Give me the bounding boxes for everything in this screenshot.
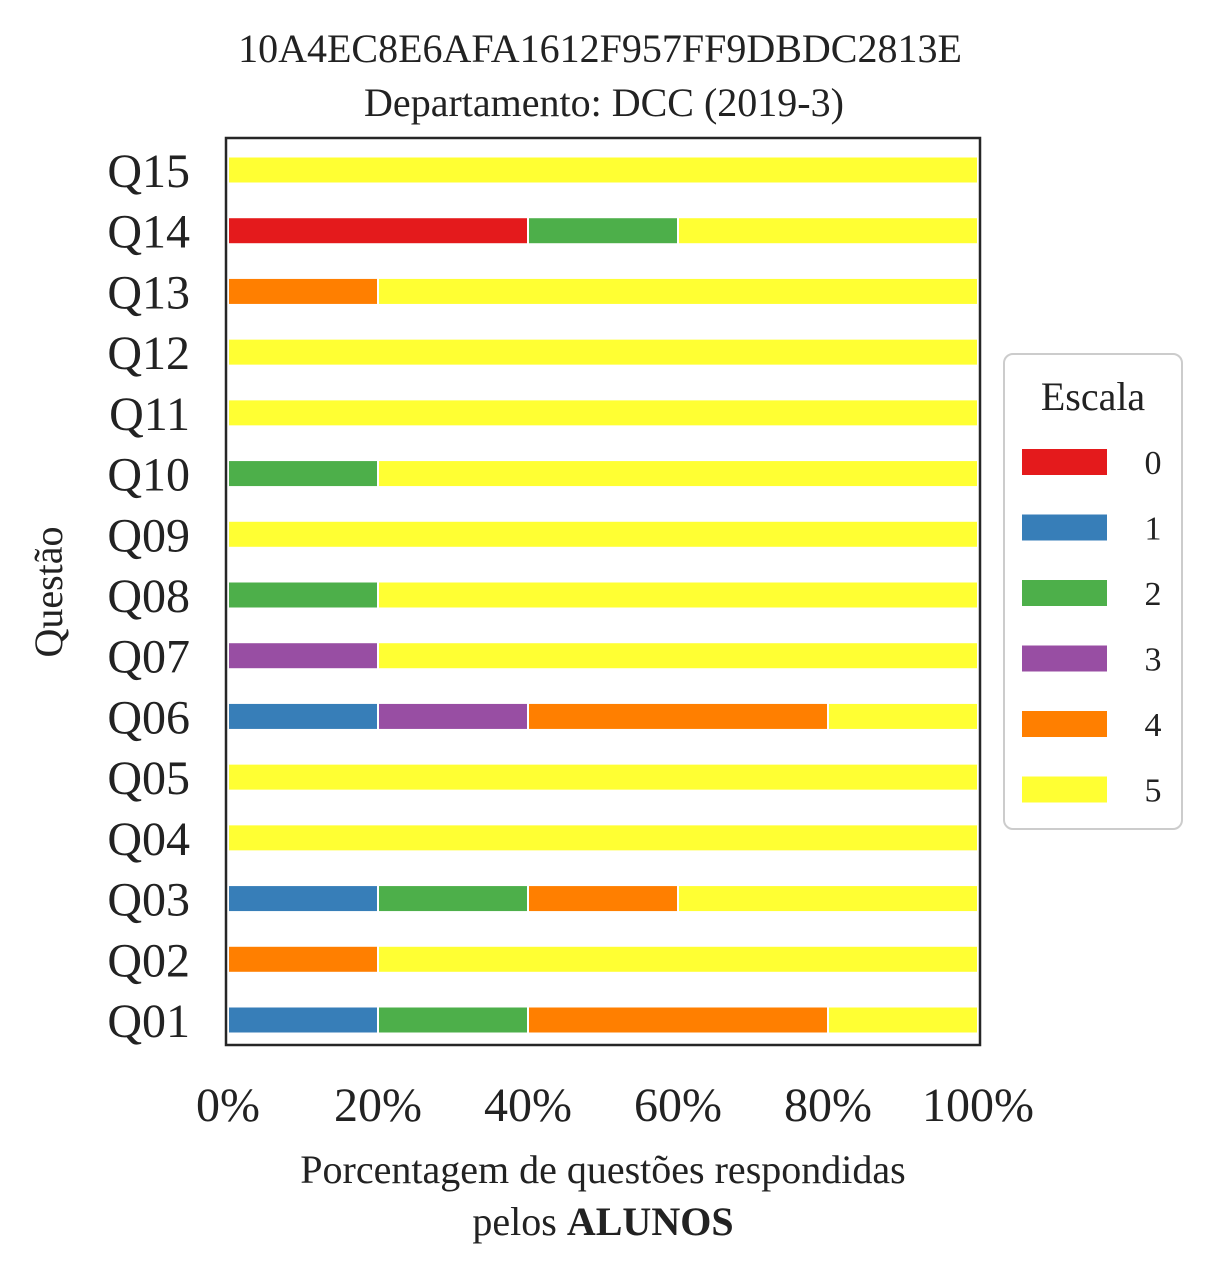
y-tick-q01: Q01 xyxy=(107,995,190,1048)
y-tick-q09: Q09 xyxy=(107,509,190,562)
bar-q03-scale-5 xyxy=(677,884,979,914)
y-tick-labels: Q01 Q02 Q03 Q04 Q05 Q06 Q07 Q08 Q09 Q10 Q11 Q12 Q13 Q… xyxy=(107,145,190,1048)
bar-q03-scale-4 xyxy=(527,884,679,914)
y-tick-q02: Q02 xyxy=(107,934,190,987)
bar-q09-scale-5 xyxy=(227,519,979,549)
y-tick-q15: Q15 xyxy=(107,145,190,198)
legend-title: Escala xyxy=(1041,374,1146,419)
legend-swatch-2 xyxy=(1022,580,1107,606)
bar-q02-scale-5 xyxy=(377,944,979,974)
y-tick-q13: Q13 xyxy=(107,266,190,319)
x-axis-label-line1: Porcentagem de questões respondidas xyxy=(300,1147,905,1192)
x-axis-label-bold: ALUNOS xyxy=(567,1199,734,1244)
x-tick-20: 20% xyxy=(334,1079,422,1132)
bar-q06-scale-1 xyxy=(227,701,379,731)
bar-q03-scale-2 xyxy=(377,884,529,914)
legend-label-5: 5 xyxy=(1145,773,1162,810)
x-axis-label-prefix: pelos xyxy=(472,1199,566,1244)
y-tick-q07: Q07 xyxy=(107,631,190,684)
y-tick-q05: Q05 xyxy=(107,752,190,805)
bar-q08-scale-2 xyxy=(227,580,379,610)
bar-q08-scale-5 xyxy=(377,580,979,610)
x-tick-80: 80% xyxy=(784,1079,872,1132)
x-tick-40: 40% xyxy=(484,1079,572,1132)
bar-q07-scale-5 xyxy=(377,641,979,671)
bar-q06-scale-3 xyxy=(377,701,529,731)
bar-q14-scale-2 xyxy=(527,216,679,246)
legend-label-2: 2 xyxy=(1145,576,1162,613)
x-tick-60: 60% xyxy=(634,1079,722,1132)
legend-label-3: 3 xyxy=(1145,642,1162,679)
bar-q11-scale-5 xyxy=(227,398,979,428)
x-tick-labels: 0% 20% 40% 60% 80% 100% xyxy=(196,1079,1034,1132)
bar-q01-scale-4 xyxy=(527,1005,829,1035)
legend-swatch-1 xyxy=(1022,514,1107,541)
bar-q10-scale-5 xyxy=(377,459,979,489)
legend-label-4: 4 xyxy=(1145,707,1162,744)
bars-group xyxy=(227,155,979,1035)
bar-q01-scale-1 xyxy=(227,1005,379,1035)
legend-swatch-3 xyxy=(1022,645,1107,672)
bar-q10-scale-2 xyxy=(227,459,379,489)
y-axis-label: Questão xyxy=(26,526,71,657)
legend-swatch-0 xyxy=(1022,449,1107,475)
bar-q13-scale-5 xyxy=(377,276,979,306)
bar-q06-scale-4 xyxy=(527,701,829,731)
plot-frame xyxy=(224,136,982,1047)
bar-q05-scale-5 xyxy=(227,762,979,792)
chart-title: 10A4EC8E6AFA1612F957FF9DBDC2813E xyxy=(238,26,962,71)
y-tick-q10: Q10 xyxy=(107,449,190,502)
y-tick-q14: Q14 xyxy=(107,206,190,259)
legend-label-0: 0 xyxy=(1145,445,1162,482)
y-tick-q06: Q06 xyxy=(107,691,190,744)
bar-q04-scale-5 xyxy=(227,823,979,853)
y-tick-q08: Q08 xyxy=(107,570,190,623)
bar-q02-scale-4 xyxy=(227,944,379,974)
y-tick-q12: Q12 xyxy=(107,327,190,380)
x-axis-label-line2: pelos ALUNOS xyxy=(472,1199,733,1244)
bar-q03-scale-1 xyxy=(227,884,379,914)
bar-q06-scale-5 xyxy=(827,701,979,731)
y-tick-q03: Q03 xyxy=(107,874,190,927)
y-tick-q04: Q04 xyxy=(107,813,190,866)
y-tick-q11: Q11 xyxy=(109,388,190,441)
bar-q07-scale-3 xyxy=(227,641,379,671)
bar-q12-scale-5 xyxy=(227,337,979,367)
bar-q13-scale-4 xyxy=(227,276,379,306)
bar-q14-scale-5 xyxy=(677,216,979,246)
x-tick-100: 100% xyxy=(922,1079,1034,1132)
legend-swatch-4 xyxy=(1022,711,1107,737)
legend: Escala 0 1 2 3 4 5 xyxy=(1003,353,1183,830)
bar-q01-scale-2 xyxy=(377,1005,529,1035)
legend-label-1: 1 xyxy=(1145,511,1162,548)
bar-q14-scale-0 xyxy=(227,216,529,246)
x-tick-0: 0% xyxy=(196,1079,260,1132)
bar-q15-scale-5 xyxy=(227,155,979,185)
legend-swatch-5 xyxy=(1022,776,1107,803)
bar-q01-scale-5 xyxy=(827,1005,979,1035)
chart-subtitle: Departamento: DCC (2019-3) xyxy=(364,80,844,125)
legend-items: 0 1 2 3 4 5 xyxy=(1022,445,1162,810)
